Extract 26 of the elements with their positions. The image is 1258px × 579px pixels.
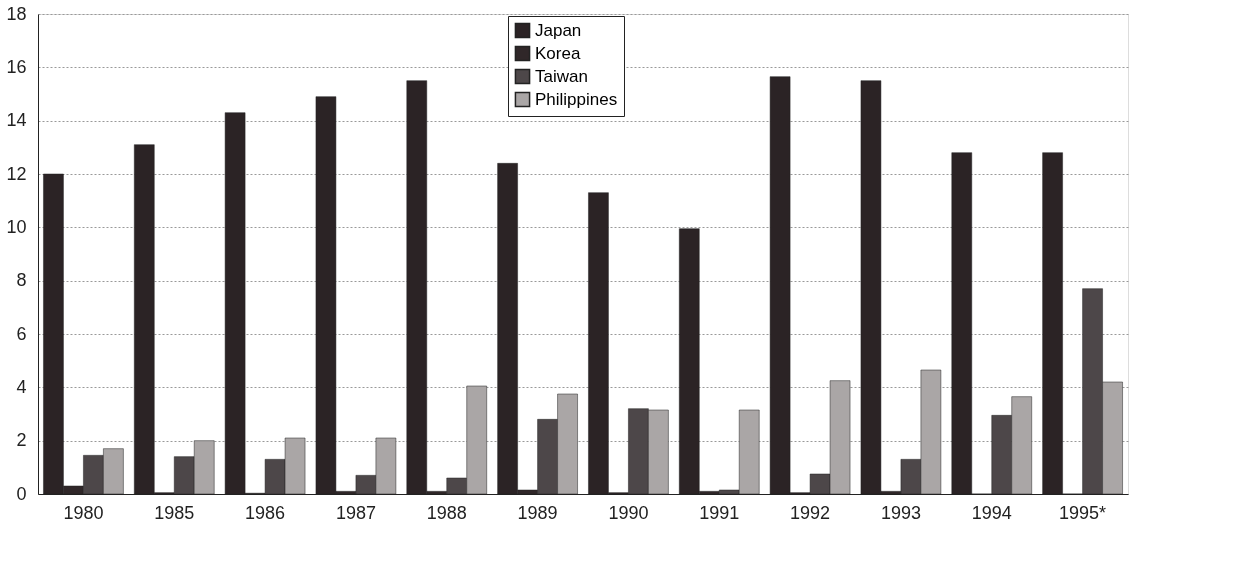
- y-tick-label: 18: [6, 3, 27, 24]
- x-tick-label: 1993: [880, 502, 921, 523]
- x-tick-label: 1994: [971, 502, 1012, 523]
- y-tick-label: 8: [16, 270, 27, 291]
- y-tick-label: 0: [16, 483, 27, 504]
- y-tick-label: 4: [16, 376, 27, 397]
- x-tick-label: 1985: [154, 502, 195, 523]
- y-tick-label: 16: [6, 56, 27, 77]
- x-tick-label: 1995*: [1059, 502, 1107, 523]
- y-tick-label: 14: [6, 110, 27, 131]
- y-tick-label: 2: [16, 430, 27, 451]
- y-tick-label: 6: [16, 323, 27, 344]
- legend-label: Japan: [535, 20, 582, 40]
- legend-label: Taiwan: [535, 66, 588, 86]
- x-tick-label: 1980: [63, 502, 104, 523]
- x-tick-label: 1989: [517, 502, 558, 523]
- legend-label: Korea: [535, 43, 581, 63]
- legend-label: Philippines: [535, 89, 618, 109]
- x-tick-label: 1988: [426, 502, 467, 523]
- y-tick-label: 12: [6, 163, 27, 184]
- x-tick-label: 1990: [608, 502, 649, 523]
- x-tick-label: 1992: [790, 502, 831, 523]
- x-tick-label: 1987: [335, 502, 376, 523]
- y-tick-label: 10: [6, 216, 27, 237]
- x-tick-label: 1991: [699, 502, 740, 523]
- x-tick-label: 1986: [245, 502, 286, 523]
